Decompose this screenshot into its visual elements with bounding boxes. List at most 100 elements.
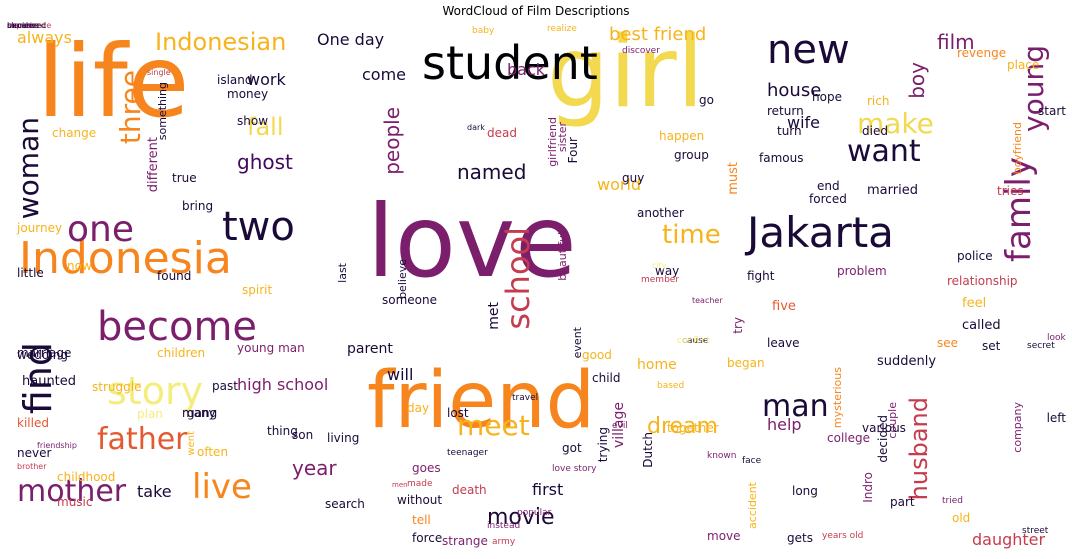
- word-indonesian: Indonesian: [155, 28, 287, 56]
- word-indro: Indro: [861, 472, 875, 503]
- word-boyfriend: boyfriend: [1011, 122, 1024, 175]
- word-city: city: [652, 261, 667, 270]
- word-two: two: [222, 204, 295, 250]
- word-set: set: [982, 339, 1001, 353]
- word-company: company: [1011, 402, 1024, 453]
- word-first: first: [532, 480, 564, 499]
- word-suddenly: suddenly: [877, 354, 937, 369]
- word-son: son: [292, 428, 314, 442]
- word-must: must: [726, 162, 741, 195]
- word-home: home: [637, 357, 677, 373]
- word-became: became: [7, 22, 40, 30]
- word-husband: husband: [905, 397, 933, 501]
- word-tried: tried: [942, 496, 963, 506]
- word-rich: rich: [867, 94, 890, 108]
- word-leave: leave: [767, 336, 800, 350]
- word-last: last: [336, 263, 349, 283]
- word-life: life: [37, 23, 190, 140]
- word-famous: famous: [759, 151, 804, 165]
- word-began: began: [727, 356, 765, 370]
- word-made: made: [407, 479, 433, 489]
- word-take: take: [137, 482, 172, 501]
- word-world: world: [597, 175, 642, 194]
- word-college: college: [827, 431, 870, 445]
- word-three: three: [114, 70, 147, 145]
- word-parent: parent: [347, 341, 393, 357]
- word-see: see: [937, 336, 959, 350]
- word-gets: gets: [787, 531, 813, 545]
- word-dead: dead: [487, 126, 517, 140]
- word-problem: problem: [837, 264, 887, 278]
- word-another: another: [637, 206, 684, 220]
- word-guy: guy: [622, 171, 645, 185]
- word-way: way: [655, 264, 680, 278]
- word-children: children: [157, 346, 206, 360]
- word-mother: mother: [17, 474, 127, 509]
- word-years-old: years old: [822, 531, 864, 541]
- word-thing: thing: [267, 424, 298, 438]
- word-move: move: [707, 529, 741, 543]
- word-one: one: [67, 209, 134, 250]
- word-various: various: [862, 421, 906, 435]
- word-living: living: [327, 431, 360, 445]
- word-went: went: [186, 431, 197, 456]
- word-boy: boy: [905, 62, 929, 99]
- word-dark: dark: [467, 123, 485, 132]
- word-part: part: [890, 495, 915, 509]
- word-teenager: teenager: [447, 448, 488, 458]
- word-called: called: [962, 318, 1001, 333]
- word-young-man: young man: [237, 341, 305, 355]
- word-student: student: [422, 36, 598, 90]
- word-music: music: [57, 495, 93, 509]
- word-haunted: haunted: [22, 374, 77, 389]
- word-instead: instead: [487, 521, 521, 531]
- word-beautiful: beautiful: [556, 232, 569, 281]
- word-best-friend: best friend: [609, 24, 707, 45]
- word-childhood: childhood: [57, 470, 116, 484]
- word-strange: strange: [442, 534, 488, 548]
- word-known: known: [707, 451, 737, 461]
- word-sister: sister: [556, 122, 569, 153]
- word-work: work: [247, 70, 286, 89]
- word-named: named: [457, 160, 527, 184]
- word-woman: woman: [12, 117, 45, 220]
- word-spirit: spirit: [242, 283, 273, 297]
- word-realize: realize: [547, 24, 577, 34]
- word-try: try: [731, 317, 745, 334]
- word-different: different: [146, 137, 161, 193]
- word-left: left: [1046, 411, 1066, 425]
- word-day: day: [407, 401, 430, 415]
- word-indonesia: Indonesia: [19, 233, 232, 284]
- word-movie: movie: [487, 505, 555, 530]
- word-dream: dream: [647, 414, 718, 439]
- word-back: back: [507, 60, 546, 79]
- word-many: many: [182, 406, 216, 420]
- word-help: help: [767, 415, 802, 434]
- word-friend: friend: [367, 356, 596, 446]
- word-end: end: [817, 179, 840, 193]
- word-will: will: [387, 365, 414, 384]
- word-live: live: [192, 467, 252, 507]
- word-found: found: [157, 269, 192, 283]
- word-goes: goes: [412, 461, 441, 475]
- word-high-school: high school: [237, 375, 329, 394]
- word-friendship: friendship: [37, 441, 77, 450]
- word-member: member: [641, 275, 680, 285]
- word-death: death: [452, 483, 487, 497]
- word-old: old: [952, 511, 971, 525]
- word-mysterious: mysterious: [831, 367, 844, 429]
- word-return: return: [767, 104, 804, 118]
- word-child: child: [592, 371, 621, 385]
- word-come: come: [362, 65, 407, 84]
- word-forced: forced: [809, 192, 847, 206]
- word-man: man: [762, 389, 829, 424]
- word-show: show: [237, 114, 269, 128]
- word-one-day: One day: [317, 30, 385, 49]
- word-street: street: [1022, 526, 1049, 536]
- word-plan: plan: [137, 407, 163, 421]
- word-money: money: [227, 87, 269, 101]
- word-house: house: [767, 80, 822, 101]
- word-search: search: [325, 497, 365, 511]
- word-dutch: Dutch: [641, 432, 655, 468]
- word-police: police: [957, 249, 993, 263]
